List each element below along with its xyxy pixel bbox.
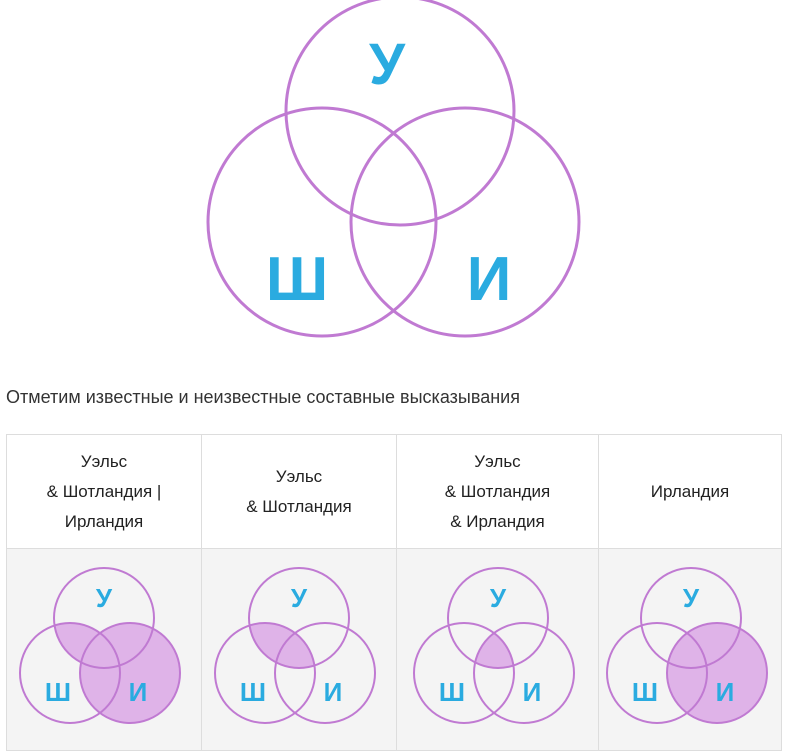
label-i: И — [467, 245, 512, 314]
mini-label-top: У — [489, 583, 506, 613]
mini-venn-diagram: У Ш И — [606, 567, 768, 724]
header-line: Уэльс — [474, 451, 521, 471]
label-u: У — [369, 32, 406, 97]
header-line: & Шотландия | — [46, 481, 162, 501]
label-sh: Ш — [266, 245, 328, 314]
circle-i — [349, 106, 581, 338]
venn-table: Уэльс & Шотландия | Ирландия Уэльс & Шот… — [6, 434, 782, 751]
mini-label-right: И — [129, 677, 148, 707]
mini-label-left: Ш — [438, 677, 464, 707]
header-line: Уэльс — [80, 451, 128, 471]
mini-circle-i — [79, 622, 181, 724]
mini-label-left: Ш — [240, 677, 266, 707]
mini-venn-diagram: У Ш И — [412, 567, 575, 724]
mini-circle-u — [248, 567, 350, 669]
header-cell: Ирландия — [598, 434, 782, 549]
mini-label-right: И — [522, 677, 541, 707]
header-line: & Шотландия — [246, 496, 352, 516]
mini-label-left: Ш — [632, 677, 658, 707]
mini-label-left: Ш — [45, 677, 71, 707]
diagram-cell: У Ш И — [6, 548, 202, 751]
circle-u — [284, 0, 516, 227]
diagram-cell: У Ш И — [396, 548, 599, 751]
header-cell: Уэльс & Шотландия & Ирландия — [396, 434, 599, 549]
mini-circle-u — [446, 567, 549, 669]
header-line: & Ирландия — [450, 511, 545, 531]
mini-circle-u — [53, 567, 155, 669]
mini-circle-sh — [19, 622, 121, 724]
diagram-cell: У Ш И — [598, 548, 782, 751]
table-diagram-row: У Ш И У Ш И У Ш И У Ш И — [6, 548, 782, 751]
mini-circle-sh — [412, 622, 515, 724]
header-line: Уэльс — [275, 466, 323, 486]
mini-circle-u — [640, 567, 742, 669]
mini-venn-diagram: У Ш И — [19, 567, 181, 724]
mini-label-top: У — [683, 583, 700, 613]
header-cell: Уэльс & Шотландия — [201, 434, 397, 549]
mini-circle-i — [666, 622, 768, 724]
mini-label-right: И — [324, 677, 343, 707]
header-cell: Уэльс & Шотландия | Ирландия — [6, 434, 202, 549]
table-header-row: Уэльс & Шотландия | Ирландия Уэльс & Шот… — [6, 434, 782, 549]
mini-label-right: И — [716, 677, 735, 707]
mini-circle-i — [472, 622, 575, 724]
caption: Отметим известные и неизвестные составны… — [6, 387, 520, 407]
diagram-cell: У Ш И — [201, 548, 397, 751]
mini-circle-sh — [214, 622, 316, 724]
header-line: Ирландия — [64, 511, 144, 531]
mini-circle-i — [274, 622, 376, 724]
circle-sh — [206, 106, 438, 338]
mini-label-top: У — [96, 583, 113, 613]
header-line: & Шотландия — [444, 481, 551, 501]
mini-circle-sh — [606, 622, 708, 724]
mini-label-top: У — [291, 583, 308, 613]
header-line: Ирландия — [650, 481, 730, 501]
mini-venn-diagram: У Ш И — [214, 567, 376, 724]
main-venn-diagram: У Ш И — [206, 0, 581, 338]
